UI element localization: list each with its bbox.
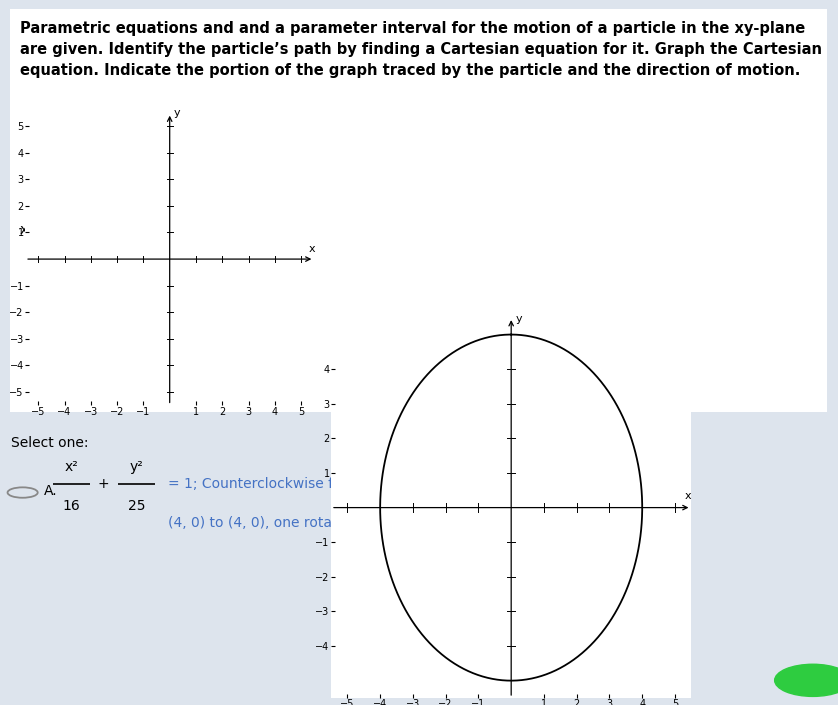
Text: 16: 16: [62, 498, 80, 513]
Text: = 1; Counterclockwise from: = 1; Counterclockwise from: [168, 477, 361, 491]
Text: A.: A.: [44, 484, 57, 498]
Text: (4, 0) to (4, 0), one rotation: (4, 0) to (4, 0), one rotation: [168, 516, 359, 530]
Text: x: x: [685, 491, 691, 501]
Circle shape: [774, 664, 838, 697]
Text: y²: y²: [130, 460, 143, 474]
Text: x: x: [309, 245, 316, 255]
Text: +: +: [97, 477, 109, 491]
Text: x²: x²: [65, 460, 78, 474]
Text: x = 4 sin t, y = 5 cos t, 0 ≤ t ≤ 2π: x = 4 sin t, y = 5 cos t, 0 ≤ t ≤ 2π: [20, 223, 256, 237]
Text: Parametric equations and and a parameter interval for the motion of a particle i: Parametric equations and and a parameter…: [20, 21, 822, 78]
Text: Select one:: Select one:: [11, 436, 88, 450]
Text: 25: 25: [128, 498, 145, 513]
Text: y: y: [173, 108, 180, 118]
Text: y: y: [516, 314, 523, 324]
